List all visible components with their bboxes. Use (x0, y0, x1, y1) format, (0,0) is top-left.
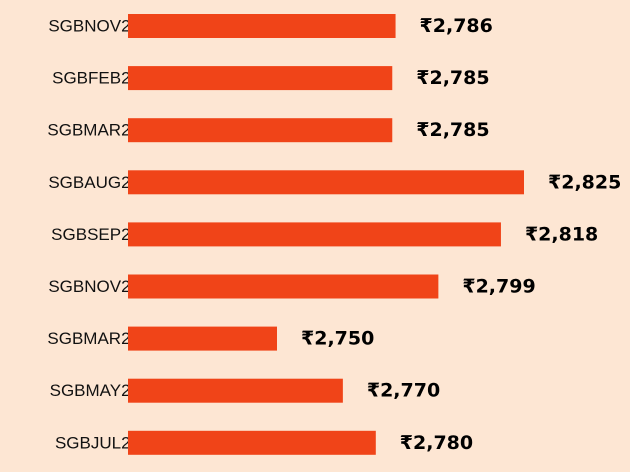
value-label: ₹2,770 (367, 380, 440, 402)
value-label: ₹2,825 (548, 171, 621, 193)
category-label: SGBNOV24 (48, 277, 140, 296)
category-label: SGBAUG24 (48, 173, 140, 192)
bar (128, 118, 393, 143)
bar (128, 14, 396, 38)
bar (128, 326, 277, 351)
category-label: SGBJUL25 (55, 433, 140, 452)
value-label: ₹2,818 (525, 223, 598, 245)
bars-group: SGBNOV23 ₹2,786 SGBFEB24 ₹2,785 SGBMAR24 ₹2,7… (47, 14, 621, 455)
bar (128, 378, 343, 403)
value-label: ₹2,780 (400, 432, 473, 454)
value-label: ₹2,785 (416, 119, 489, 141)
category-label: SGBSEP24 (51, 225, 140, 244)
category-label: SGBMAR25 (47, 329, 140, 348)
category-label: SGBFEB24 (52, 69, 140, 88)
value-label: ₹2,750 (301, 328, 374, 350)
category-label: SGBMAY25 (50, 381, 140, 400)
category-label: SGBNOV23 (48, 17, 140, 36)
bar (128, 66, 393, 91)
value-label: ₹2,786 (420, 15, 493, 37)
bar (128, 430, 376, 455)
bar (128, 274, 439, 299)
value-label: ₹2,785 (416, 67, 489, 89)
value-label: ₹2,799 (462, 276, 535, 298)
category-label: SGBMAR24 (47, 121, 140, 140)
bar (128, 170, 524, 195)
bar (128, 222, 501, 247)
